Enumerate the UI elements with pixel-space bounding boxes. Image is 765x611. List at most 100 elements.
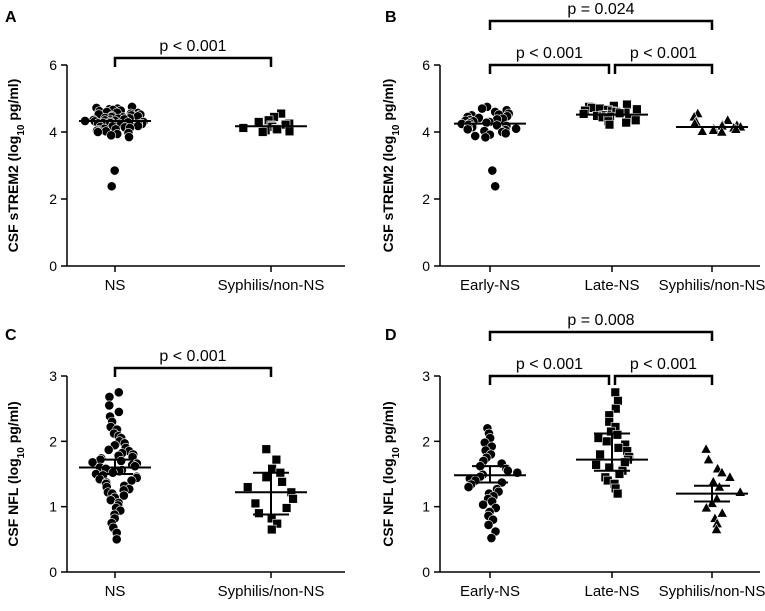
x-category-label: Late-NS xyxy=(584,583,639,600)
p-value-label: p < 0.001 xyxy=(516,356,583,373)
data-point xyxy=(613,443,624,453)
significance-bracket xyxy=(113,56,273,67)
data-point xyxy=(271,454,282,465)
p-value-label: p = 0.024 xyxy=(567,1,634,18)
data-point xyxy=(106,181,117,192)
data-point xyxy=(118,490,129,501)
data-point xyxy=(604,462,614,473)
panel-b: B 0 2 4 6 Early-NS Late-NS Syphilis/non-NS CSF s… xyxy=(380,1,765,294)
significance-bracket xyxy=(488,374,611,385)
data-point xyxy=(622,99,632,110)
panel-letter: B xyxy=(385,9,397,26)
significance-bracket xyxy=(488,63,611,74)
x-category-label: Late-NS xyxy=(584,277,639,294)
y-axis-title: CSF sTREM2 (log10 pg/ml) xyxy=(380,79,402,253)
data-point xyxy=(254,508,264,518)
data-point xyxy=(716,507,728,518)
significance-bracket xyxy=(613,374,714,385)
significance-bracket xyxy=(613,63,714,74)
data-point xyxy=(601,436,612,447)
data-point xyxy=(281,503,292,513)
x-category-label: NS xyxy=(105,277,126,294)
data-point xyxy=(478,499,489,510)
data-point xyxy=(113,387,124,398)
data-point xyxy=(631,115,641,125)
data-point xyxy=(284,126,295,137)
y-axis-title: CSF NFL (log10 pg/ml) xyxy=(380,401,402,546)
data-point xyxy=(116,456,127,466)
data-point xyxy=(92,127,103,137)
x-category-label: Early-NS xyxy=(460,583,520,600)
data-point xyxy=(272,124,282,135)
data-point xyxy=(593,433,604,443)
p-value-label: p < 0.001 xyxy=(630,45,697,62)
data-point xyxy=(610,387,620,398)
data-point xyxy=(724,471,736,482)
data-point xyxy=(277,477,287,487)
data-point xyxy=(481,117,492,128)
y-tick-label: 0 xyxy=(49,258,57,274)
y-tick-label: 1 xyxy=(422,499,430,515)
significance-bracket xyxy=(488,19,714,30)
data-point xyxy=(632,104,642,114)
p-value-label: p = 0.008 xyxy=(567,312,634,329)
data-point xyxy=(611,403,621,414)
data-point xyxy=(272,518,282,529)
y-axis-title: CSF NFL (log10 pg/ml) xyxy=(5,401,27,546)
data-point xyxy=(696,125,708,136)
data-point xyxy=(104,400,115,411)
data-point xyxy=(267,524,277,535)
data-point xyxy=(614,108,625,118)
data-point xyxy=(500,128,511,139)
y-tick-label: 0 xyxy=(49,564,57,580)
y-tick-label: 4 xyxy=(422,124,430,140)
y-tick-label: 1 xyxy=(49,499,57,515)
data-point xyxy=(288,494,298,504)
data-point xyxy=(480,132,491,143)
data-point xyxy=(463,482,474,492)
data-point xyxy=(124,132,134,142)
data-point xyxy=(104,392,115,402)
x-category-label: Syphilis/non-NS xyxy=(218,583,325,600)
data-point xyxy=(254,117,264,127)
x-category-label: Early-NS xyxy=(460,277,520,294)
data-point xyxy=(706,497,718,508)
significance-bracket xyxy=(113,366,273,377)
data-point xyxy=(111,534,122,545)
data-point xyxy=(730,123,742,134)
data-point xyxy=(612,488,623,499)
p-value-label: p < 0.001 xyxy=(159,38,226,55)
panel-letter: D xyxy=(385,327,397,344)
data-point xyxy=(133,121,143,131)
panel-d: D 0 1 2 3 Early-NS Late-NS Syphilis/non-NS CSF N… xyxy=(380,312,765,600)
data-point xyxy=(511,123,522,134)
data-point xyxy=(107,467,118,478)
data-point xyxy=(614,469,625,479)
data-point xyxy=(716,125,728,137)
data-point xyxy=(734,486,746,497)
data-point xyxy=(707,124,720,135)
data-point xyxy=(106,130,117,141)
data-point xyxy=(612,430,623,440)
x-category-label: Syphilis/non-NS xyxy=(659,583,765,600)
data-point xyxy=(604,119,615,130)
panel-a: A 0 2 4 6 NS Syphilis/non-NS CSF sTREM2 (log10 … xyxy=(5,9,345,294)
y-tick-label: 4 xyxy=(49,124,57,140)
panel-c: C 0 1 2 3 NS Syphilis/non-NS CSF NFL (log10 pg/… xyxy=(5,327,345,600)
data-point xyxy=(591,460,601,470)
data-point xyxy=(109,165,120,176)
data-point xyxy=(707,475,719,487)
y-tick-label: 6 xyxy=(422,57,430,73)
y-axis-title: CSF sTREM2 (log10 pg/ml) xyxy=(5,79,27,253)
data-point xyxy=(243,482,253,492)
panel-letter: A xyxy=(5,9,17,26)
y-tick-label: 6 xyxy=(49,57,57,73)
y-tick-label: 2 xyxy=(49,433,57,449)
data-point xyxy=(490,181,501,192)
data-point xyxy=(595,449,605,460)
data-point xyxy=(130,461,140,472)
data-point xyxy=(710,523,723,534)
data-point xyxy=(487,165,498,176)
